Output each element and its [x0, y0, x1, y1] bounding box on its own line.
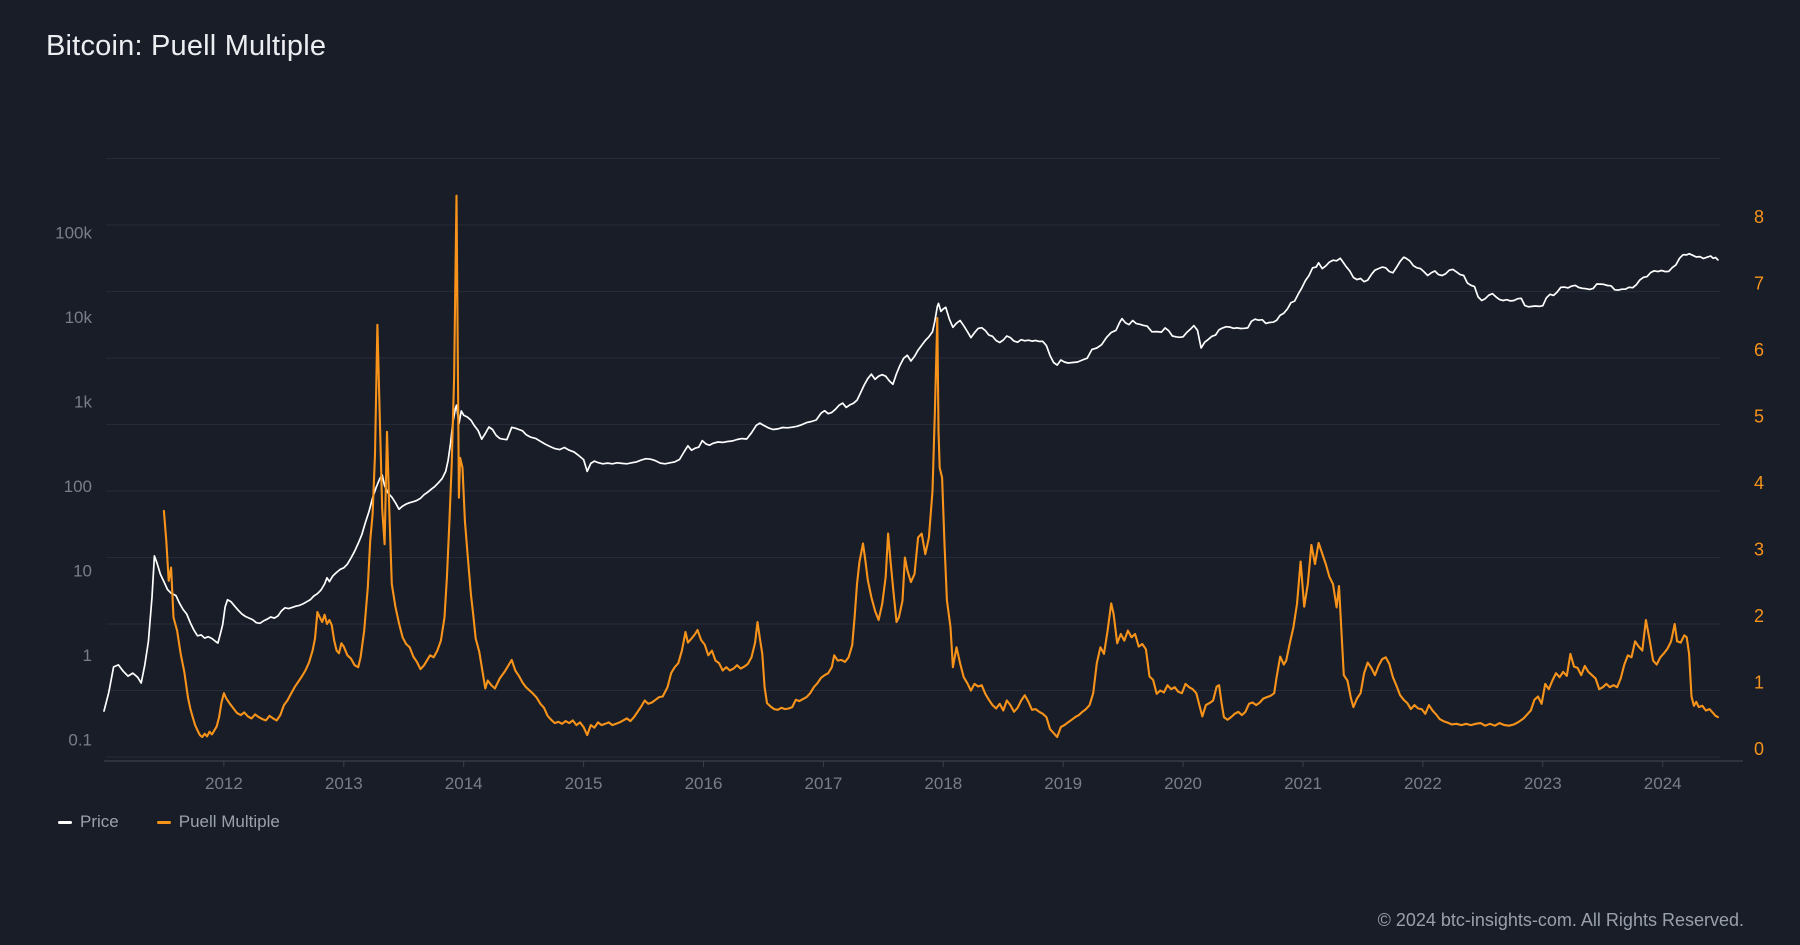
legend-item-puell-multiple[interactable]: Puell Multiple: [156, 812, 280, 832]
y-axis-label-puell: 0: [1754, 739, 1764, 759]
x-axis-label-year: 2017: [804, 774, 842, 793]
x-axis-label-year: 2012: [205, 774, 243, 793]
legend: Price Puell Multiple: [58, 812, 280, 832]
y-axis-label-price: 1k: [74, 393, 92, 412]
y-axis-label-price: 100: [64, 477, 92, 496]
x-axis-label-year: 2024: [1644, 774, 1682, 793]
legend-label-puell-multiple: Puell Multiple: [178, 812, 280, 831]
y-axis-label-price: 10k: [65, 308, 93, 327]
x-axis-label-year: 2018: [924, 774, 962, 793]
price-series-marker-icon: [58, 820, 72, 824]
x-axis-label-year: 2023: [1524, 774, 1562, 793]
x-axis-label-year: 2020: [1164, 774, 1202, 793]
x-axis-label-year: 2014: [445, 774, 483, 793]
copyright-notice: © 2024 btc-insights-com. All Rights Rese…: [1377, 910, 1744, 930]
puell-multiple-line: [162, 194, 1719, 739]
x-axis-label-year: 2013: [325, 774, 363, 793]
y-axis-label-price: 0.1: [68, 731, 92, 750]
page-title: Bitcoin: Puell Multiple: [46, 30, 327, 62]
x-axis-label-year: 2016: [685, 774, 723, 793]
y-axis-label-price: 100k: [55, 224, 92, 243]
legend-item-price[interactable]: Price: [58, 812, 119, 832]
puell-series-marker-icon: [156, 820, 171, 824]
y-axis-label-puell: 2: [1754, 606, 1764, 626]
y-axis-label-puell: 6: [1754, 340, 1764, 360]
y-axis-label-puell: 5: [1754, 407, 1764, 427]
y-axis-label-puell: 4: [1754, 473, 1764, 493]
price-line: [103, 252, 1719, 712]
y-axis-label-price: 10: [73, 562, 92, 581]
x-axis-label-year: 2021: [1284, 774, 1322, 793]
y-axis-label-puell: 3: [1754, 540, 1764, 560]
x-axis-label-year: 2022: [1404, 774, 1442, 793]
x-axis-label-year: 2019: [1044, 774, 1082, 793]
y-axis-label-price: 1: [83, 646, 92, 665]
y-axis-label-puell: 1: [1754, 673, 1764, 693]
y-axis-label-puell: 8: [1754, 207, 1764, 227]
y-axis-label-puell: 7: [1754, 274, 1764, 294]
legend-label-price: Price: [80, 812, 119, 831]
x-axis-label-year: 2015: [565, 774, 603, 793]
